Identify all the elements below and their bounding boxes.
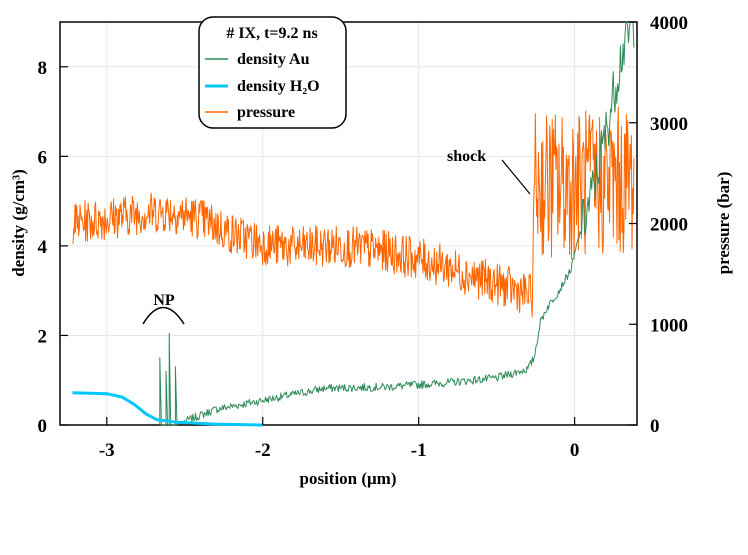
series-line-1	[72, 391, 263, 427]
np-label: NP	[153, 292, 175, 309]
right-y-axis-title: pressure (bar)	[714, 172, 733, 275]
shock-label: shock	[447, 148, 486, 165]
right-y-tick-label: 2000	[650, 215, 688, 236]
axes-layer: -3 -2 -1 0 0 2 4 6 8 0 1000 2000 3000 4000	[38, 13, 689, 461]
right-y-tick-label: 0	[650, 416, 660, 437]
plot-frame	[59, 21, 638, 426]
series-layer	[72, 21, 635, 427]
series-line-2	[72, 106, 635, 318]
legend-label-au: density Au	[237, 51, 310, 68]
left-y-tick-label: 8	[38, 58, 48, 79]
grid	[60, 22, 637, 426]
legend-label-pressure: pressure	[237, 104, 295, 121]
series-line-0	[159, 21, 635, 426]
left-y-axis-title: density (g/cm³)	[9, 169, 28, 277]
legend-label-h2o: density H₂O	[237, 78, 320, 95]
x-tick-label: -2	[255, 440, 271, 461]
left-y-tick-label: 2	[38, 326, 48, 347]
x-tick-label: 0	[570, 440, 580, 461]
legend: # IX, t=9.2 ns density Au density H₂O pr…	[198, 16, 347, 129]
annotation-np: NP	[142, 292, 185, 325]
annotation-shock: shock	[447, 148, 531, 195]
left-y-tick-label: 0	[38, 416, 48, 437]
np-arc	[142, 306, 185, 325]
legend-title: # IX, t=9.2 ns	[226, 25, 317, 42]
x-tick-label: -3	[99, 440, 115, 461]
x-tick-label: -1	[411, 440, 427, 461]
right-y-tick-label: 1000	[650, 315, 688, 336]
right-y-tick-label: 3000	[650, 114, 688, 135]
left-y-tick-label: 6	[38, 147, 48, 168]
legend-box	[198, 16, 347, 129]
shock-pointer	[501, 159, 531, 195]
left-y-tick-label: 4	[38, 237, 48, 258]
right-y-tick-label: 4000	[650, 13, 688, 34]
x-axis-title: position (μm)	[299, 469, 396, 488]
